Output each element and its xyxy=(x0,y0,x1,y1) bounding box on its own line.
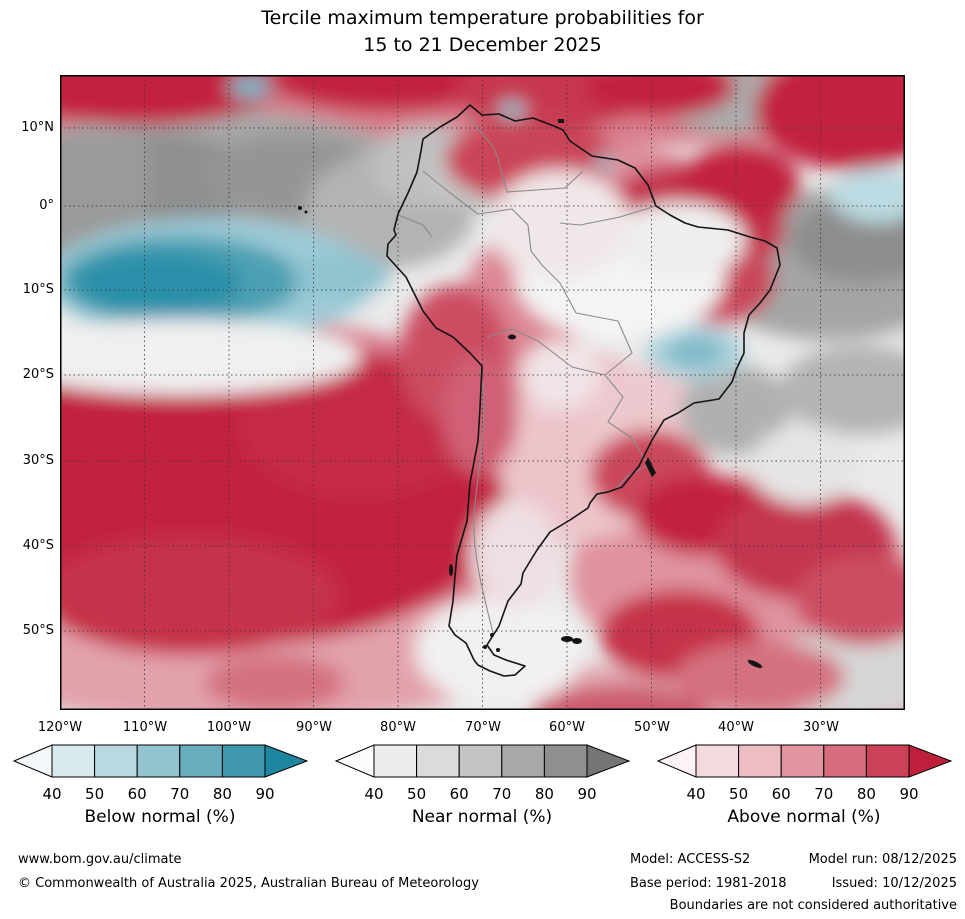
graticule-gridlines xyxy=(60,75,905,710)
country-borders xyxy=(397,112,657,634)
colorbar-cell xyxy=(51,744,96,778)
colorbar-below-normal: 40 50 60 70 80 90 Below normal (%) xyxy=(12,744,309,827)
colorbar-cell xyxy=(416,744,460,778)
copyright-text: © Commonwealth of Australia 2025, Austra… xyxy=(18,876,479,891)
colorbar-tick: 40 xyxy=(686,785,705,803)
colorbar-cell xyxy=(823,744,867,778)
colorbar-tick: 80 xyxy=(213,785,232,803)
colorbar-tick: 50 xyxy=(407,785,426,803)
lat-label: 50°S xyxy=(22,623,54,638)
lat-label: 10°N xyxy=(21,120,54,135)
colorbar-cell xyxy=(656,744,697,778)
model-text: Model: ACCESS-S2 xyxy=(630,852,751,867)
probability-map xyxy=(60,75,905,710)
colorbar-tick: 50 xyxy=(729,785,748,803)
lon-label: 40°W xyxy=(718,720,754,735)
south-america-coastline xyxy=(298,104,781,677)
lat-label: 30°S xyxy=(22,453,54,468)
colorbar-tick: 40 xyxy=(364,785,383,803)
colorbar-cell xyxy=(543,744,588,778)
colorbar-cell xyxy=(908,744,953,778)
colorbar-cell xyxy=(458,744,503,778)
lat-label: 20°S xyxy=(22,367,54,382)
lon-label: 60°W xyxy=(549,720,585,735)
map-frame xyxy=(60,75,905,710)
colorbar-label: Near normal (%) xyxy=(412,807,552,827)
page-title: Tercile maximum temperature probabilitie… xyxy=(0,5,965,59)
colorbar-tick: 90 xyxy=(255,785,274,803)
colorbar-cell xyxy=(780,744,825,778)
lat-label: 10°S xyxy=(22,282,54,297)
colorbar-tick: 90 xyxy=(899,785,918,803)
colorbar-tick: 40 xyxy=(42,785,61,803)
colorbar-cell xyxy=(221,744,266,778)
model-run-text: Model run: 08/12/2025 xyxy=(808,852,957,867)
colorbar-label: Above normal (%) xyxy=(727,807,880,827)
islands xyxy=(298,119,763,669)
lat-label: 40°S xyxy=(22,538,54,553)
website-link[interactable]: www.bom.gov.au/climate xyxy=(18,852,182,867)
map-canvas xyxy=(60,75,905,710)
colorbar-cell xyxy=(94,744,138,778)
colorbar-tick: 50 xyxy=(85,785,104,803)
lon-label: 100°W xyxy=(206,720,252,735)
lon-label: 80°W xyxy=(380,720,416,735)
lon-label: 70°W xyxy=(465,720,501,735)
colorbar-tick: 70 xyxy=(814,785,833,803)
colorbar-tick: 60 xyxy=(128,785,147,803)
colorbar-cell xyxy=(373,744,418,778)
lat-label: 0° xyxy=(39,198,54,213)
lon-label: 120°W xyxy=(37,720,83,735)
lon-label: 50°W xyxy=(634,720,670,735)
lon-label: 110°W xyxy=(122,720,168,735)
colorbar-cell xyxy=(695,744,740,778)
colorbar-cell xyxy=(136,744,181,778)
colorbar-tick: 80 xyxy=(535,785,554,803)
colorbar-tick: 70 xyxy=(492,785,511,803)
colorbar-cell xyxy=(586,744,631,778)
title-line-1: Tercile maximum temperature probabilitie… xyxy=(261,7,704,29)
colorbar-tick: 60 xyxy=(450,785,469,803)
colorbar-tick: 60 xyxy=(772,785,791,803)
colorbar-cell xyxy=(12,744,53,778)
colorbar-cell xyxy=(865,744,910,778)
colorbar-tick: 80 xyxy=(857,785,876,803)
lon-label: 30°W xyxy=(803,720,839,735)
colorbar-label: Below normal (%) xyxy=(85,807,236,827)
colorbar-above-normal: 40 50 60 70 80 90 Above normal (%) xyxy=(656,744,953,827)
base-period-text: Base period: 1981-2018 xyxy=(630,876,787,891)
colorbar-cell xyxy=(738,744,782,778)
colorbar-near-normal: 40 50 60 70 80 90 Near normal (%) xyxy=(334,744,631,827)
lon-label: 90°W xyxy=(296,720,332,735)
legend-row: 40 50 60 70 80 90 Below normal (%) 40 xyxy=(8,742,957,830)
boundaries-note: Boundaries are not considered authoritat… xyxy=(669,898,957,913)
colorbar-tick: 70 xyxy=(170,785,189,803)
colorbar-cell xyxy=(264,744,309,778)
colorbar-cell xyxy=(501,744,545,778)
colorbar-cell xyxy=(179,744,223,778)
colorbar-cell xyxy=(334,744,375,778)
colorbar-tick: 90 xyxy=(577,785,596,803)
issued-text: Issued: 10/12/2025 xyxy=(831,876,957,891)
title-line-2: 15 to 21 December 2025 xyxy=(363,34,602,56)
